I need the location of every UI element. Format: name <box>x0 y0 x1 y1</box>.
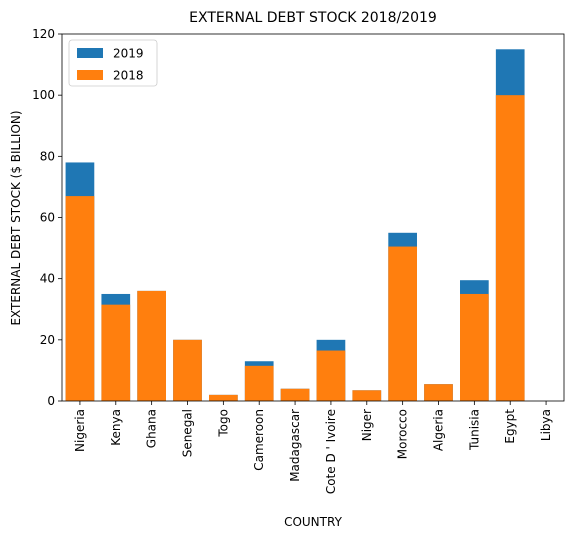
bar-2018-cameroon <box>244 365 274 401</box>
bar-2018-kenya <box>101 304 131 401</box>
y-axis-label: EXTERNAL DEBT STOCK ($ BILLION) <box>9 110 23 325</box>
bar-2018-ghana <box>137 290 166 401</box>
bar-2018-senegal <box>173 339 202 401</box>
y-tick-label: 40 <box>40 272 55 286</box>
x-tick-label: Cameroon <box>252 409 266 471</box>
y-tick-label: 80 <box>40 149 55 163</box>
x-tick-label: Cote D ' Ivoire <box>324 409 338 494</box>
legend-label-2019: 2019 <box>113 47 144 61</box>
legend-label-2018: 2018 <box>113 69 144 83</box>
bar-2018-egypt <box>495 95 525 402</box>
y-tick-label: 120 <box>32 27 55 41</box>
x-tick-label: Madagascar <box>288 409 302 482</box>
legend-swatch-2019 <box>77 48 103 58</box>
bar-2018-cote-d-ivoire <box>316 350 346 401</box>
x-tick-label: Ghana <box>145 409 159 448</box>
x-tick-label: Algeria <box>432 409 446 451</box>
bar-2018-morocco <box>388 246 417 401</box>
legend: 2019 2018 <box>68 39 158 87</box>
bar-2018-madagascar <box>280 388 310 401</box>
x-tick-label: Senegal <box>181 409 195 457</box>
chart-title: EXTERNAL DEBT STOCK 2018/2019 <box>189 10 437 26</box>
plot-area: 0 20 40 60 80 100 120 Nigeria Kenya Ghana Senegal T… <box>32 27 565 494</box>
x-axis-label: COUNTRY <box>284 515 342 529</box>
legend-swatch-2018 <box>77 70 103 80</box>
x-tick-label: Kenya <box>109 409 123 446</box>
x-tick-label: Niger <box>360 409 374 441</box>
x-tick-label: Tunisia <box>467 409 481 451</box>
x-tick-label: Egypt <box>503 409 517 444</box>
x-tick-label: Togo <box>216 409 230 438</box>
x-tick-label: Morocco <box>396 409 410 459</box>
bar-2018-tunisia <box>460 293 489 401</box>
x-tick-label: Nigeria <box>73 409 87 452</box>
y-tick-label: 20 <box>40 333 55 347</box>
bar-2018-togo <box>209 394 238 401</box>
y-tick-label: 0 <box>47 394 55 408</box>
y-tick-label: 100 <box>32 88 55 102</box>
bar-2018-nigeria <box>65 196 95 401</box>
bar-2018-niger <box>352 390 382 401</box>
x-tick-label: Libya <box>539 409 553 441</box>
bar-2018-algeria <box>424 384 453 401</box>
y-tick-label: 60 <box>40 211 55 225</box>
